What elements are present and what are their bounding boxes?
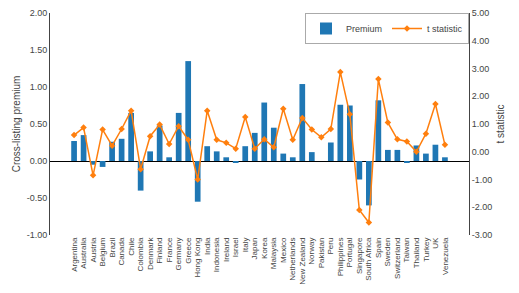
svg-text:0.00: 0.00 xyxy=(30,156,48,166)
svg-text:Pakistan: Pakistan xyxy=(317,238,326,269)
svg-text:Belgium: Belgium xyxy=(98,237,107,266)
svg-text:France: France xyxy=(165,237,174,262)
svg-text:Ireland: Ireland xyxy=(222,238,231,262)
svg-text:1.00: 1.00 xyxy=(472,119,490,129)
svg-text:2.00: 2.00 xyxy=(472,91,490,101)
svg-text:-1.00: -1.00 xyxy=(472,175,493,185)
svg-text:5.00: 5.00 xyxy=(472,8,490,18)
svg-text:Chile: Chile xyxy=(127,237,136,256)
svg-text:Mexico: Mexico xyxy=(279,237,288,263)
svg-text:Colombia: Colombia xyxy=(136,237,145,271)
svg-text:Philippines: Philippines xyxy=(336,238,345,277)
svg-text:0.50: 0.50 xyxy=(30,119,48,129)
svg-text:Australia: Australia xyxy=(79,237,88,269)
svg-text:Canada: Canada xyxy=(117,237,126,266)
svg-text:Hong Kong: Hong Kong xyxy=(193,238,202,278)
svg-text:Sweden: Sweden xyxy=(383,238,392,267)
svg-text:t statistic: t statistic xyxy=(495,105,506,144)
svg-text:Argentina: Argentina xyxy=(70,237,79,272)
svg-text:Indonesia: Indonesia xyxy=(212,237,221,272)
svg-text:t statistic: t statistic xyxy=(427,24,463,34)
svg-text:Turkey: Turkey xyxy=(422,238,431,262)
svg-text:Finland: Finland xyxy=(155,238,164,264)
svg-text:-0.50: -0.50 xyxy=(27,193,48,203)
svg-text:4.00: 4.00 xyxy=(472,36,490,46)
svg-text:New Zealand: New Zealand xyxy=(298,238,307,285)
svg-text:Cross-listing premium: Cross-listing premium xyxy=(11,76,22,173)
svg-text:Brazil: Brazil xyxy=(108,237,117,257)
svg-text:Korea: Korea xyxy=(260,237,269,259)
svg-text:Venezuela: Venezuela xyxy=(441,237,450,275)
svg-text:Portugal: Portugal xyxy=(345,237,354,267)
svg-text:Thailand: Thailand xyxy=(412,238,421,269)
svg-text:Japan: Japan xyxy=(250,238,259,260)
svg-text:2.00: 2.00 xyxy=(30,8,48,18)
svg-text:Germany: Germany xyxy=(174,238,183,271)
svg-text:Premium: Premium xyxy=(346,24,382,34)
svg-text:UK: UK xyxy=(431,237,440,249)
svg-text:-2.00: -2.00 xyxy=(472,202,493,212)
svg-text:0.00: 0.00 xyxy=(472,147,490,157)
svg-text:Peru: Peru xyxy=(326,238,335,255)
svg-text:Greece: Greece xyxy=(184,237,193,264)
svg-text:3.00: 3.00 xyxy=(472,64,490,74)
svg-text:Austria: Austria xyxy=(89,237,98,262)
svg-text:India: India xyxy=(203,237,212,255)
svg-text:-3.00: -3.00 xyxy=(472,230,493,240)
svg-text:Netherlands: Netherlands xyxy=(288,238,297,281)
svg-text:Singapore: Singapore xyxy=(355,237,364,274)
svg-text:-1.00: -1.00 xyxy=(27,230,48,240)
svg-text:Norway: Norway xyxy=(307,238,316,265)
svg-text:Taiwan: Taiwan xyxy=(402,238,411,263)
svg-text:South Africa: South Africa xyxy=(364,237,373,281)
svg-text:Switzerland: Switzerland xyxy=(393,238,402,279)
svg-text:1.50: 1.50 xyxy=(30,45,48,55)
svg-text:Italy: Italy xyxy=(241,238,250,253)
svg-text:Spain: Spain xyxy=(374,238,383,258)
svg-text:Israel: Israel xyxy=(231,237,240,257)
svg-text:1.00: 1.00 xyxy=(30,82,48,92)
svg-text:Denmark: Denmark xyxy=(146,237,155,270)
svg-text:Malaysia: Malaysia xyxy=(269,237,278,269)
